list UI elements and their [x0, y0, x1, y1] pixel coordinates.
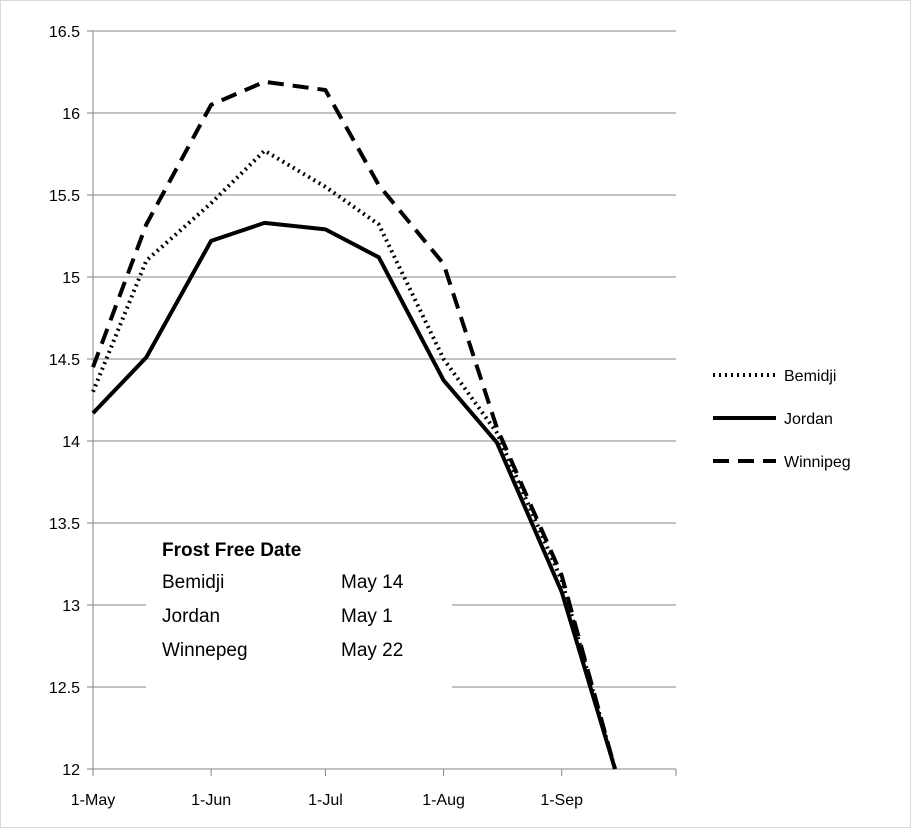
y-tick-label-1: 12.5: [49, 680, 80, 697]
y-tick-label-8: 16: [62, 106, 80, 123]
x-tick-label-1: 1-Jun: [191, 792, 231, 809]
axes: [92, 31, 676, 770]
legend-label-winnipeg: Winnipeg: [784, 454, 851, 471]
annotation-date-winnepeg: May 22: [341, 640, 403, 661]
y-tick-label-3: 13.5: [49, 516, 80, 533]
x-axis-ticks: 1-May 1-Jun 1-Jul 1-Aug 1-Sep: [71, 769, 677, 809]
annotation-title: Frost Free Date: [162, 540, 301, 561]
annotation-background: [146, 524, 452, 692]
series-line-jordan: [91, 220, 617, 770]
y-tick-label-5: 14.5: [49, 352, 80, 369]
annotation-date-bemidji: May 14: [341, 572, 404, 593]
y-tick-label-0: 12: [62, 762, 80, 779]
series-line-winnipeg: [91, 79, 617, 770]
annotation-date-jordan: May 1: [341, 606, 393, 627]
legend-label-jordan: Jordan: [784, 411, 833, 428]
x-tick-label-4: 1-Sep: [540, 792, 583, 809]
series-lines: [91, 79, 617, 770]
frost-free-annotation: Frost Free Date Bemidji May 14 Jordan Ma…: [146, 524, 452, 692]
y-axis-ticks: 12 12.5 13 13.5 14 14.5 15 15.5 16 16.5: [49, 24, 93, 779]
legend-label-bemidji: Bemidji: [784, 368, 836, 385]
y-tick-label-6: 15: [62, 270, 80, 287]
annotation-station-winnepeg: Winnepeg: [162, 640, 248, 661]
y-tick-label-9: 16.5: [49, 24, 80, 41]
annotation-station-bemidji: Bemidji: [162, 572, 224, 593]
y-tick-label-7: 15.5: [49, 188, 80, 205]
x-tick-label-0: 1-May: [71, 792, 115, 809]
y-tick-label-2: 13: [62, 598, 80, 615]
x-tick-label-2: 1-Jul: [308, 792, 343, 809]
x-tick-label-3: 1-Aug: [422, 792, 465, 809]
annotation-station-jordan: Jordan: [162, 606, 220, 627]
y-tick-label-4: 14: [62, 434, 80, 451]
legend: Bemidji Jordan Winnipeg: [713, 368, 851, 471]
